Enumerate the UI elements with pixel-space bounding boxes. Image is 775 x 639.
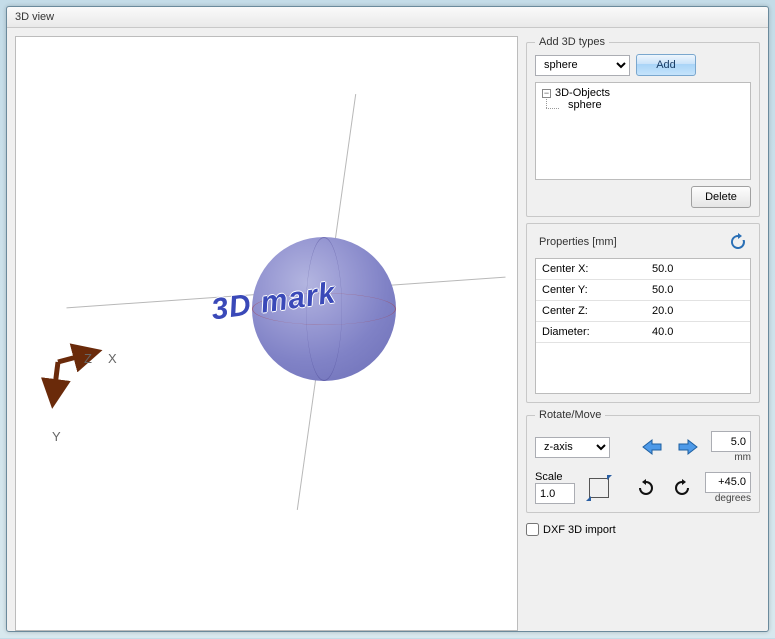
tree-item[interactable]: sphere <box>542 99 744 111</box>
property-row[interactable]: Center X: 50.0 <box>536 259 750 280</box>
properties-padding <box>536 343 750 393</box>
move-unit: mm <box>711 452 751 463</box>
axis-label-x: X <box>108 351 117 366</box>
arrow-left-icon[interactable] <box>639 435 665 459</box>
rotate-legend: Rotate/Move <box>535 409 605 421</box>
add-types-group: Add 3D types sphere Add − 3D-Objects sph… <box>526 36 760 217</box>
object-tree[interactable]: − 3D-Objects sphere <box>535 82 751 180</box>
dxf-label: DXF 3D import <box>543 524 616 536</box>
tree-root-label: 3D-Objects <box>555 87 610 99</box>
axis-label-y: Y <box>52 429 61 444</box>
dxf-import-row: DXF 3D import <box>526 523 760 536</box>
rotate-cw-icon[interactable] <box>633 476 659 500</box>
viewport-3d[interactable]: 3D mark Z X Y <box>15 36 518 631</box>
titlebar: 3D view <box>7 7 768 28</box>
angle-unit: degrees <box>705 493 751 504</box>
property-key: Center Z: <box>536 301 646 321</box>
window: 3D view 3D mark Z <box>6 6 769 632</box>
tree-root[interactable]: − 3D-Objects <box>542 87 744 99</box>
scale-label: Scale <box>535 471 575 483</box>
axis-widget <box>46 332 106 425</box>
delete-button[interactable]: Delete <box>691 186 751 208</box>
content: 3D mark Z X Y Add 3D types <box>7 28 768 639</box>
tree-item-label: sphere <box>568 99 602 111</box>
property-value[interactable]: 50.0 <box>646 280 750 300</box>
move-value-input[interactable] <box>711 431 751 452</box>
angle-input[interactable] <box>705 472 751 493</box>
properties-table: Center X: 50.0 Center Y: 50.0 Center Z: … <box>535 258 751 394</box>
scale-input[interactable] <box>535 483 575 504</box>
property-value[interactable]: 50.0 <box>646 259 750 279</box>
rotate-ccw-icon[interactable] <box>669 476 695 500</box>
type-select[interactable]: sphere <box>535 55 630 76</box>
rotate-move-group: Rotate/Move z-axis mm <box>526 409 760 513</box>
side-panel: Add 3D types sphere Add − 3D-Objects sph… <box>526 36 760 631</box>
axis-label-z: Z <box>84 351 92 366</box>
scale-handles-icon[interactable] <box>589 478 609 498</box>
property-value[interactable]: 40.0 <box>646 322 750 342</box>
property-row[interactable]: Center Z: 20.0 <box>536 301 750 322</box>
collapse-icon[interactable]: − <box>542 89 551 98</box>
axis-select[interactable]: z-axis <box>535 437 610 458</box>
property-key: Center X: <box>536 259 646 279</box>
arrow-right-icon[interactable] <box>675 435 701 459</box>
properties-group: Properties [mm] Center X: 50.0 Center Y:… <box>526 223 760 403</box>
property-value[interactable]: 20.0 <box>646 301 750 321</box>
add-button[interactable]: Add <box>636 54 696 76</box>
add-types-legend: Add 3D types <box>535 36 609 48</box>
properties-legend: Properties [mm] <box>535 236 621 248</box>
dxf-checkbox[interactable] <box>526 523 539 536</box>
window-title: 3D view <box>15 11 54 23</box>
property-key: Center Y: <box>536 280 646 300</box>
property-row[interactable]: Center Y: 50.0 <box>536 280 750 301</box>
property-row[interactable]: Diameter: 40.0 <box>536 322 750 343</box>
refresh-icon[interactable] <box>725 230 751 254</box>
property-key: Diameter: <box>536 322 646 342</box>
